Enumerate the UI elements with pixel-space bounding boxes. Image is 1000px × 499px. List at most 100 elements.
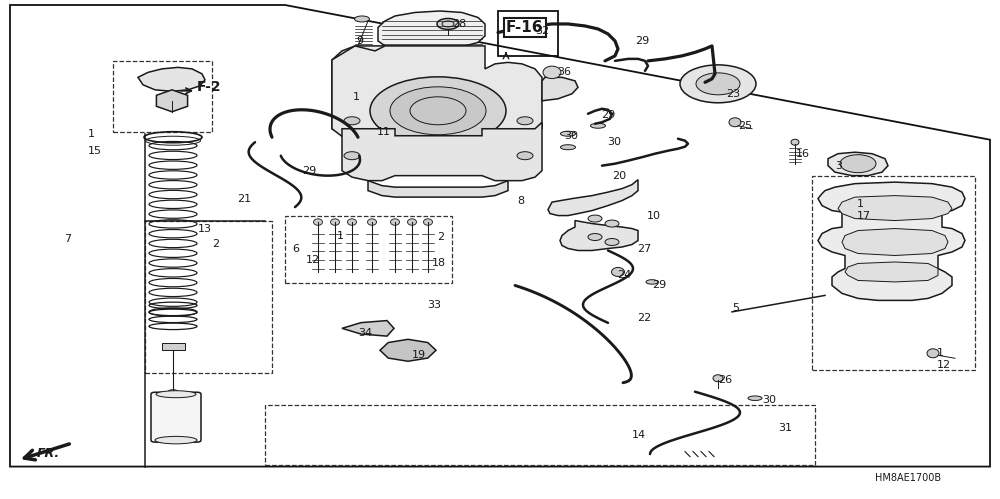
Ellipse shape xyxy=(168,390,178,394)
Text: F-2: F-2 xyxy=(197,80,222,94)
Polygon shape xyxy=(560,221,638,250)
Text: 33: 33 xyxy=(427,300,441,310)
Ellipse shape xyxy=(330,219,340,225)
Polygon shape xyxy=(332,46,542,142)
Ellipse shape xyxy=(408,219,416,225)
Ellipse shape xyxy=(543,66,561,79)
Text: F-16: F-16 xyxy=(506,20,544,35)
FancyBboxPatch shape xyxy=(151,392,201,442)
Circle shape xyxy=(517,152,533,160)
Text: 22: 22 xyxy=(637,313,651,323)
Circle shape xyxy=(344,117,360,125)
Circle shape xyxy=(588,234,602,241)
Ellipse shape xyxy=(713,375,723,382)
Text: 36: 36 xyxy=(557,67,571,77)
Text: 1: 1 xyxy=(353,92,360,102)
Text: 30: 30 xyxy=(564,131,578,141)
Ellipse shape xyxy=(390,219,400,225)
Text: 30: 30 xyxy=(762,395,776,405)
Text: 1: 1 xyxy=(857,199,864,209)
Polygon shape xyxy=(838,196,952,221)
Text: 26: 26 xyxy=(718,375,732,385)
Ellipse shape xyxy=(927,349,939,358)
Text: FR.: FR. xyxy=(36,447,60,460)
Text: 32: 32 xyxy=(535,26,549,36)
Ellipse shape xyxy=(646,279,658,284)
Text: HM8AE1700B: HM8AE1700B xyxy=(875,473,941,483)
Text: 24: 24 xyxy=(617,270,631,280)
Text: 31: 31 xyxy=(778,423,792,433)
Ellipse shape xyxy=(354,16,370,22)
Polygon shape xyxy=(828,152,888,176)
Polygon shape xyxy=(332,46,385,136)
Text: 2: 2 xyxy=(212,239,219,249)
Text: 1: 1 xyxy=(337,231,344,241)
Polygon shape xyxy=(156,90,188,112)
Polygon shape xyxy=(842,229,948,255)
Text: 30: 30 xyxy=(607,137,621,147)
Text: 2: 2 xyxy=(437,232,444,242)
Circle shape xyxy=(840,155,876,173)
Text: 5: 5 xyxy=(732,303,739,313)
Ellipse shape xyxy=(791,139,799,145)
Text: 23: 23 xyxy=(726,89,740,99)
Ellipse shape xyxy=(560,145,576,150)
Text: 29: 29 xyxy=(302,166,316,176)
Text: 27: 27 xyxy=(637,244,651,253)
Circle shape xyxy=(680,65,756,103)
Text: 8: 8 xyxy=(517,196,524,206)
Text: 20: 20 xyxy=(612,171,626,181)
Text: 17: 17 xyxy=(857,211,871,221)
Polygon shape xyxy=(845,262,938,282)
Ellipse shape xyxy=(748,396,762,400)
Polygon shape xyxy=(380,339,436,361)
Text: 14: 14 xyxy=(632,430,646,440)
Text: 19: 19 xyxy=(412,350,426,360)
Ellipse shape xyxy=(729,118,741,127)
Text: 15: 15 xyxy=(88,146,102,156)
Polygon shape xyxy=(342,320,394,336)
Polygon shape xyxy=(138,67,205,91)
Text: 21: 21 xyxy=(237,194,251,204)
Text: 29: 29 xyxy=(652,280,666,290)
Text: 12: 12 xyxy=(306,255,320,265)
Ellipse shape xyxy=(424,219,432,225)
Polygon shape xyxy=(378,11,485,46)
Text: 3: 3 xyxy=(835,161,842,171)
Circle shape xyxy=(696,73,740,95)
Circle shape xyxy=(605,220,619,227)
Ellipse shape xyxy=(156,391,196,398)
Text: 18: 18 xyxy=(432,258,446,268)
Text: 6: 6 xyxy=(292,244,299,253)
Ellipse shape xyxy=(437,18,459,29)
Circle shape xyxy=(344,152,360,160)
Polygon shape xyxy=(342,122,542,181)
Text: 34: 34 xyxy=(358,328,372,338)
Ellipse shape xyxy=(348,219,356,225)
Text: 11: 11 xyxy=(377,127,391,137)
Circle shape xyxy=(390,87,486,135)
Text: 29: 29 xyxy=(601,110,615,120)
Polygon shape xyxy=(368,181,508,197)
Circle shape xyxy=(605,239,619,246)
Polygon shape xyxy=(548,180,638,216)
Ellipse shape xyxy=(560,131,576,136)
Ellipse shape xyxy=(314,219,322,225)
Text: 12: 12 xyxy=(937,360,951,370)
Text: 10: 10 xyxy=(647,211,661,221)
Text: 29: 29 xyxy=(635,36,649,46)
Ellipse shape xyxy=(368,219,376,225)
Text: 9: 9 xyxy=(356,36,363,46)
Text: 25: 25 xyxy=(738,121,752,131)
Circle shape xyxy=(370,77,506,145)
Ellipse shape xyxy=(590,123,606,128)
Polygon shape xyxy=(162,343,185,350)
Ellipse shape xyxy=(612,267,624,276)
Ellipse shape xyxy=(155,436,197,444)
Circle shape xyxy=(517,117,533,125)
Text: 28: 28 xyxy=(452,19,466,29)
Text: 16: 16 xyxy=(796,149,810,159)
Circle shape xyxy=(588,215,602,222)
Text: 7: 7 xyxy=(64,234,71,244)
Text: 1: 1 xyxy=(88,129,95,139)
